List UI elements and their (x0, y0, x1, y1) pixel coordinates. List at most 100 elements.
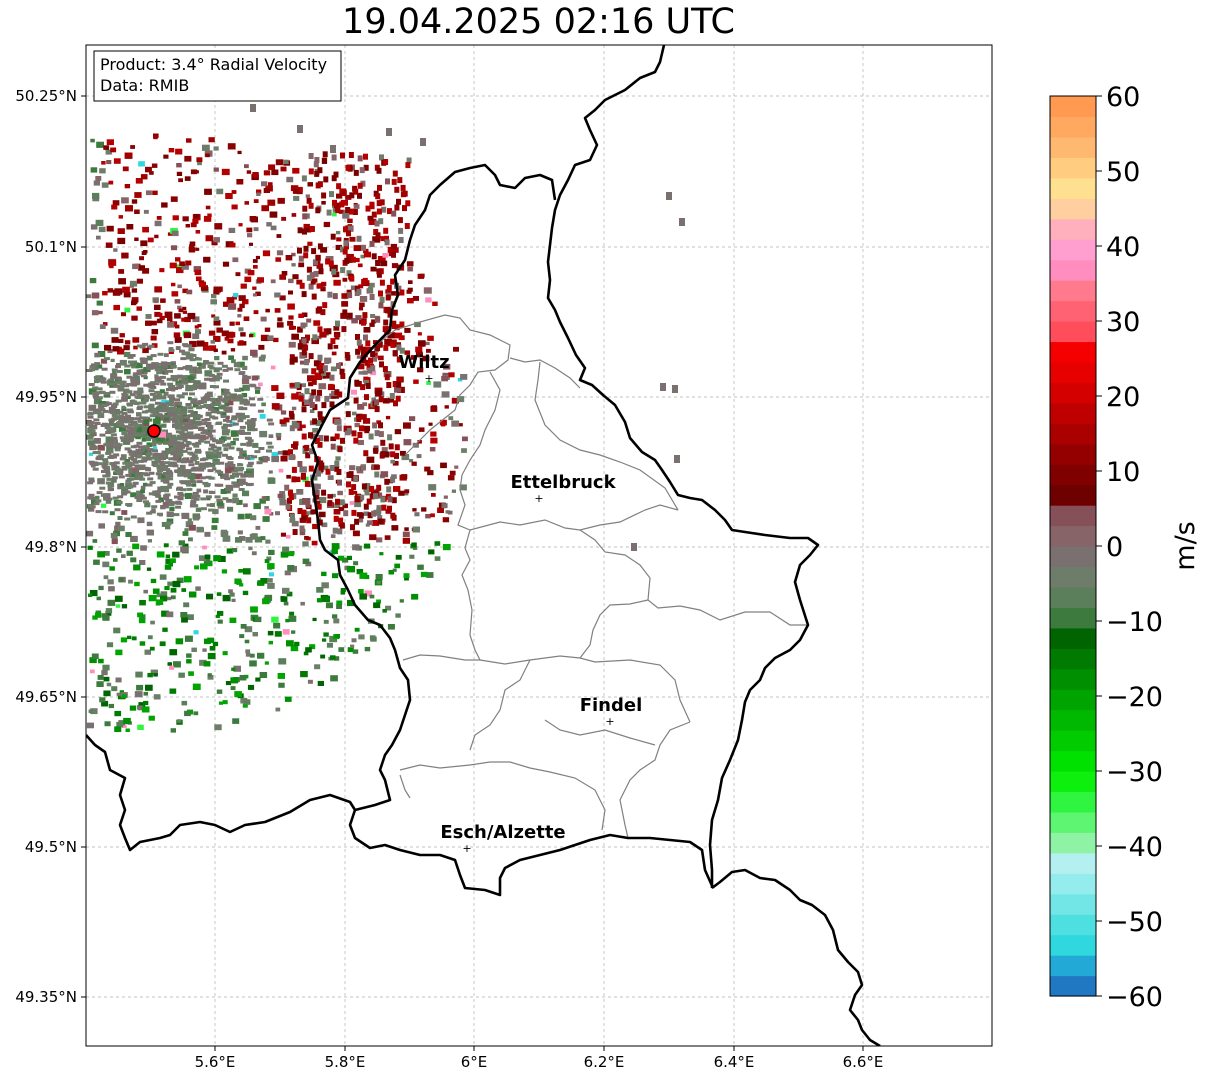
colorbar-tick-label: 30 (1106, 307, 1140, 338)
map-frame (85, 44, 993, 1047)
canton-boundaries (375, 314, 808, 839)
colorbar-swatch (1050, 321, 1096, 343)
colorbar-tick-label: −60 (1106, 982, 1163, 1013)
city-esch-alzette[interactable]: Esch/Alzette + (440, 822, 565, 855)
colorbar-swatch (1050, 218, 1096, 240)
colorbar-swatch (1050, 730, 1096, 752)
colorbar-swatch (1050, 627, 1096, 649)
colorbar-tick-label: −50 (1106, 907, 1163, 938)
colorbar-swatch (1050, 484, 1096, 506)
colorbar-swatch (1050, 975, 1096, 997)
colorbar-swatches (1050, 96, 1096, 997)
colorbar-swatch (1050, 300, 1096, 322)
colorbar: 60 50 40 30 20 10 0 −10 −20 −30 −40 −50 −60 m/s (1049, 82, 1201, 1013)
colorbar-tick-label: 10 (1106, 457, 1140, 488)
colorbar-swatch (1050, 525, 1096, 547)
colorbar-swatch (1050, 750, 1096, 772)
colorbar-tick-label: 60 (1106, 82, 1140, 113)
colorbar-swatch (1050, 259, 1096, 281)
colorbar-swatch (1050, 955, 1096, 977)
info-data-source: Data: RMIB (100, 76, 189, 95)
colorbar-swatch (1050, 443, 1096, 465)
map-title: 19.04.2025 02:16 UTC (342, 2, 735, 42)
city-marker-icon: + (605, 715, 614, 728)
lon-tick-label: 6.4°E (714, 1053, 755, 1071)
colorbar-tick-label: 20 (1106, 382, 1140, 413)
city-findel[interactable]: Findel + (580, 695, 643, 728)
info-product: Product: 3.4° Radial Velocity (100, 55, 327, 74)
city-label: Esch/Alzette (440, 822, 565, 843)
colorbar-swatch (1050, 852, 1096, 874)
lat-tick-label: 50.25°N (15, 87, 77, 105)
colorbar-swatch (1050, 177, 1096, 199)
colorbar-swatch (1050, 893, 1096, 915)
colorbar-swatch (1050, 423, 1096, 445)
city-marker-icon: + (424, 372, 433, 385)
colorbar-swatch (1050, 116, 1096, 138)
colorbar-swatch (1050, 361, 1096, 383)
city-marker-icon: + (462, 842, 471, 855)
colorbar-swatch (1050, 689, 1096, 711)
colorbar-swatch (1050, 280, 1096, 302)
colorbar-tick-label: 50 (1106, 157, 1140, 188)
axis-ticks (81, 95, 864, 1051)
colorbar-swatch (1050, 341, 1096, 363)
lat-tick-labels: 50.25°N 50.1°N 49.95°N 49.8°N 49.65°N 49… (15, 87, 77, 1006)
colorbar-swatch (1050, 157, 1096, 179)
colorbar-swatch (1050, 709, 1096, 731)
lat-tick-label: 50.1°N (25, 238, 77, 256)
city-label: Findel (580, 695, 643, 716)
lon-tick-label: 5.6°E (195, 1053, 236, 1071)
lat-tick-label: 49.5°N (25, 838, 77, 856)
lon-tick-labels: 5.6°E 5.8°E 6°E 6.2°E 6.4°E 6.6°E (195, 1053, 884, 1071)
city-label: Wiltz (398, 352, 449, 373)
city-markers: Wiltz + Ettelbruck + Findel + Esch/Alzet… (398, 352, 642, 855)
colorbar-swatch (1050, 239, 1096, 261)
colorbar-swatch (1050, 832, 1096, 854)
colorbar-swatch (1050, 402, 1096, 424)
colorbar-tick-label: −30 (1106, 757, 1163, 788)
colorbar-swatch (1050, 464, 1096, 486)
colorbar-tick-label: −40 (1106, 832, 1163, 863)
colorbar-swatch (1050, 648, 1096, 670)
colorbar-swatch (1050, 198, 1096, 220)
colorbar-swatch (1050, 914, 1096, 936)
colorbar-swatch (1050, 873, 1096, 895)
radar-site-marker[interactable] (147, 424, 161, 438)
city-wiltz[interactable]: Wiltz + (398, 352, 449, 385)
lon-tick-label: 5.8°E (325, 1053, 366, 1071)
city-label: Ettelbruck (510, 472, 616, 493)
colorbar-swatch (1050, 771, 1096, 793)
colorbar-swatch (1050, 791, 1096, 813)
radar-velocity-layer (86, 104, 685, 733)
lon-tick-label: 6.6°E (843, 1053, 884, 1071)
colorbar-tick-label: −20 (1106, 682, 1163, 713)
lat-tick-label: 49.8°N (25, 538, 77, 556)
colorbar-swatch (1050, 505, 1096, 527)
colorbar-tick-label: 0 (1106, 532, 1123, 563)
lon-tick-label: 6.2°E (584, 1053, 625, 1071)
colorbar-tick-label: −10 (1106, 607, 1163, 638)
lat-tick-label: 49.65°N (15, 688, 77, 706)
city-ettelbruck[interactable]: Ettelbruck + (510, 472, 616, 505)
colorbar-swatch (1050, 566, 1096, 588)
lon-tick-label: 6°E (461, 1053, 488, 1071)
colorbar-swatch (1050, 136, 1096, 158)
colorbar-swatch (1050, 811, 1096, 833)
lat-tick-label: 49.95°N (15, 388, 77, 406)
colorbar-tick-label: 40 (1106, 232, 1140, 263)
info-box: Product: 3.4° Radial Velocity Data: RMIB (93, 50, 342, 102)
colorbar-unit-label: m/s (1170, 521, 1201, 570)
colorbar-swatch (1050, 934, 1096, 956)
lat-tick-label: 49.35°N (15, 988, 77, 1006)
colorbar-swatch (1050, 382, 1096, 404)
colorbar-ticks: 60 50 40 30 20 10 0 −10 −20 −30 −40 −50 −60 (1096, 82, 1163, 1013)
colorbar-swatch (1050, 96, 1096, 118)
city-marker-icon: + (534, 492, 543, 505)
colorbar-swatch (1050, 586, 1096, 608)
colorbar-swatch (1050, 546, 1096, 568)
colorbar-swatch (1050, 668, 1096, 690)
map-panel (86, 45, 992, 1046)
country-borders (86, 45, 881, 1046)
